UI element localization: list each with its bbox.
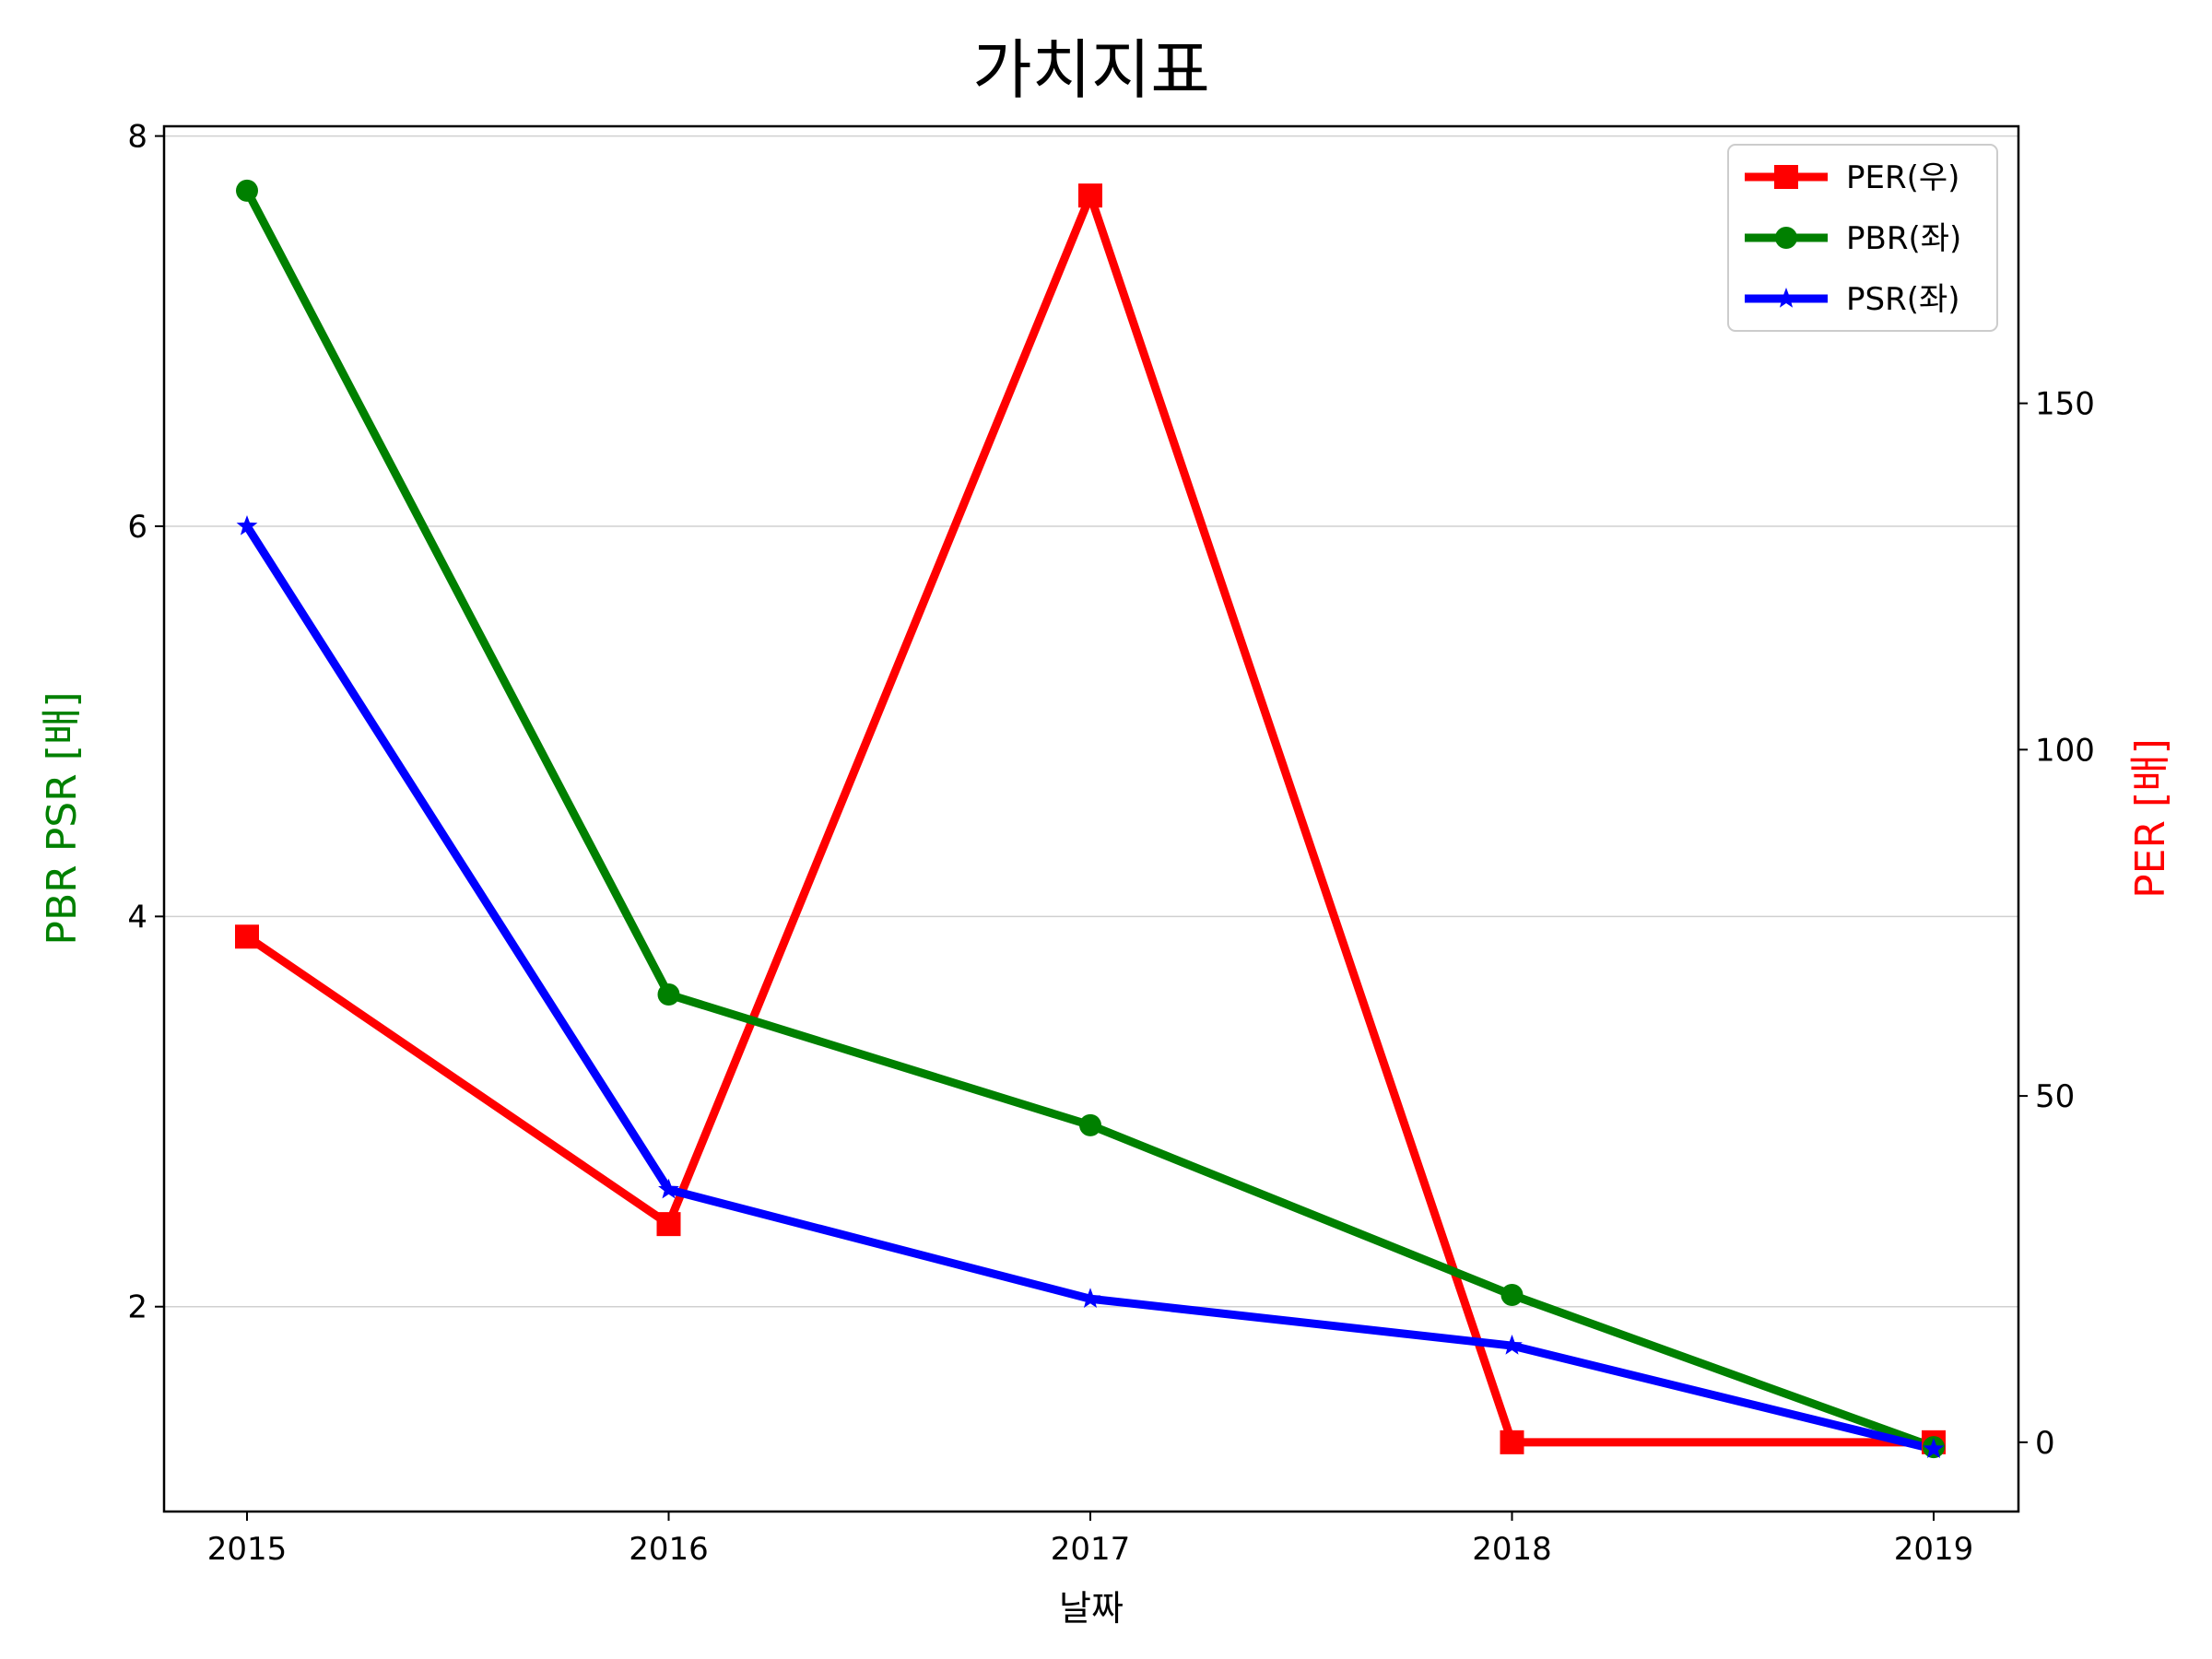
data-point-per — [1078, 183, 1102, 208]
data-point-psr — [236, 514, 258, 535]
data-point-psr — [658, 1178, 679, 1199]
data-point-pbr — [657, 983, 680, 1006]
data-point-pbr — [1500, 1284, 1524, 1307]
x-tick-label: 2015 — [207, 1531, 288, 1568]
x-tick-label: 2017 — [1051, 1531, 1131, 1568]
x-tick-label: 2019 — [1894, 1531, 1974, 1568]
data-point-per — [656, 1212, 681, 1237]
data-point-per — [235, 924, 259, 949]
data-point-psr — [1923, 1438, 1945, 1458]
legend-label-psr: PSR(좌) — [1846, 281, 1960, 318]
series-markers — [235, 179, 1946, 1459]
y-left-tick-label: 2 — [127, 1289, 147, 1326]
y-right-tick-label: 150 — [2035, 386, 2095, 423]
x-axis-label: 날짜 — [1059, 1588, 1124, 1629]
y-left-tick-label: 4 — [127, 899, 147, 935]
axis-ticks: 2 4 6 8 0 50 100 150 2015 2016 2017 2018 2019 — [127, 119, 2095, 1568]
y-axis-left-label: PBR PSR [배] — [39, 691, 86, 945]
legend-marker-per — [1774, 165, 1798, 189]
data-point-per — [1500, 1430, 1524, 1454]
data-point-pbr — [236, 179, 258, 202]
grid-lines — [164, 135, 2018, 1308]
y-right-tick-label: 100 — [2035, 732, 2095, 769]
legend-marker-psr — [1775, 288, 1797, 308]
legend: PER(우) PBR(좌) PSR(좌) — [1727, 144, 1998, 332]
legend-box — [1727, 144, 1998, 332]
data-point-pbr — [1079, 1113, 1101, 1136]
data-point-psr — [1501, 1335, 1523, 1355]
chart-title: 가치지표 — [972, 32, 1210, 108]
y-axis-right-label: PER [배] — [2127, 738, 2174, 899]
y-left-tick-label: 8 — [127, 119, 147, 156]
y-left-tick-label: 6 — [127, 509, 147, 546]
legend-label-pbr: PBR(좌) — [1846, 220, 1961, 257]
x-tick-label: 2018 — [1472, 1531, 1552, 1568]
data-point-psr — [1079, 1288, 1101, 1308]
legend-marker-pbr — [1775, 227, 1797, 249]
y-right-tick-label: 50 — [2035, 1078, 2075, 1115]
legend-label-per: PER(우) — [1846, 159, 1959, 196]
x-tick-label: 2016 — [629, 1531, 709, 1568]
y-right-tick-label: 0 — [2035, 1425, 2055, 1462]
